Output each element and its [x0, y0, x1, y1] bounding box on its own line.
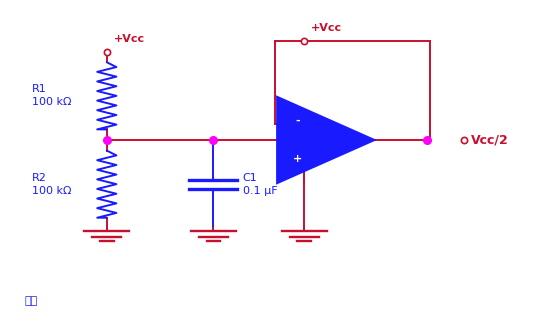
Text: 图二: 图二 — [24, 296, 37, 306]
Text: -: - — [295, 116, 300, 126]
Text: +Vcc: +Vcc — [114, 34, 145, 44]
Text: R2
100 kΩ: R2 100 kΩ — [32, 173, 72, 196]
Polygon shape — [278, 97, 374, 183]
Text: +Vcc: +Vcc — [311, 23, 342, 33]
Text: Vcc/2: Vcc/2 — [471, 134, 509, 146]
Text: +: + — [293, 154, 302, 164]
Text: R1
100 kΩ: R1 100 kΩ — [32, 84, 72, 108]
Text: C1
0.1 μF: C1 0.1 μF — [243, 173, 278, 196]
